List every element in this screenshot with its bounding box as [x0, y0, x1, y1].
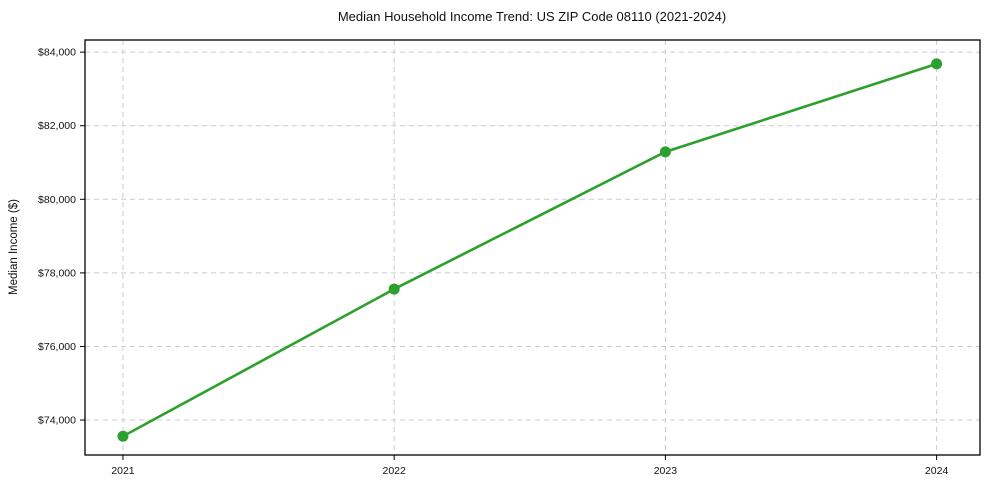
- axis-border: [84, 39, 981, 456]
- data-point-2023: [659, 146, 671, 158]
- x-tick-label: 2024: [925, 465, 949, 477]
- y-tick-label: $76,000: [38, 341, 76, 353]
- y-tick-label: $74,000: [38, 415, 76, 427]
- y-tick-label: $84,000: [38, 47, 76, 59]
- chart-title: Median Household Income Trend: US ZIP Co…: [338, 9, 726, 24]
- income-trend-line: [121, 62, 938, 438]
- x-tick-label: 2023: [654, 465, 678, 477]
- data-point-2021: [117, 430, 129, 442]
- y-axis-label: Median Income ($): [8, 199, 20, 295]
- y-tick-label: $82,000: [38, 120, 76, 132]
- data-point-2024: [931, 58, 943, 70]
- y-tick-label: $80,000: [38, 194, 76, 206]
- plot-area: $74,000 $76,000 $78,000 $80,000 $82,000 $84,0…: [38, 39, 981, 477]
- y-tick-label: $78,000: [38, 267, 76, 279]
- x-tick-label: 2021: [111, 465, 135, 477]
- data-point-2022: [388, 283, 400, 295]
- x-tick-label: 2022: [383, 465, 407, 477]
